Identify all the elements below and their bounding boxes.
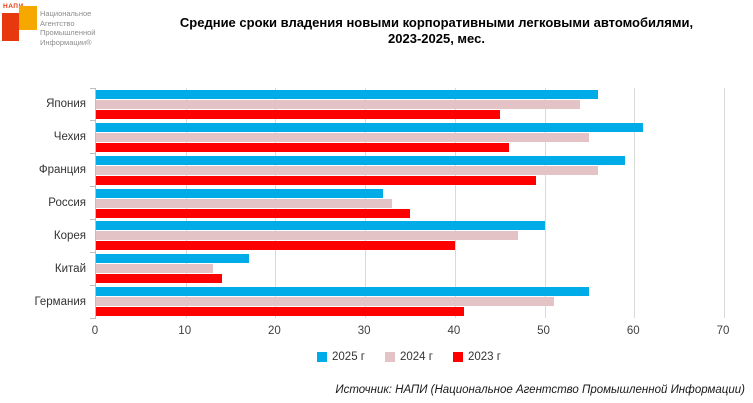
legend-swatch-icon bbox=[452, 352, 463, 362]
y-axis-label: Япония bbox=[46, 98, 86, 111]
legend-label: 2024 г bbox=[400, 351, 433, 363]
chart-title: Средние сроки владения новыми корпоратив… bbox=[130, 15, 743, 47]
logo-red-square-icon bbox=[2, 13, 19, 41]
y-axis-label: Чехия bbox=[53, 131, 86, 144]
bar bbox=[96, 287, 590, 297]
logo-text-line: Национальное bbox=[40, 9, 92, 18]
bar-rows bbox=[96, 88, 724, 318]
logo-text: Национальное Агентство Промышленной Инфо… bbox=[40, 9, 96, 47]
bar-chart: Япония Чехия Франция Россия Корея Китай Герман… bbox=[0, 87, 753, 363]
x-axis-tick-label: 30 bbox=[357, 325, 371, 337]
bar bbox=[96, 208, 410, 218]
y-axis-tick bbox=[90, 186, 96, 188]
grid-line bbox=[544, 88, 546, 318]
logo-orange-square-icon bbox=[19, 6, 37, 30]
bar bbox=[96, 155, 626, 165]
bar bbox=[96, 122, 644, 132]
x-axis-labels: 0 10 20 30 40 50 60 70 bbox=[91, 318, 730, 340]
y-axis-tick bbox=[90, 120, 96, 122]
bar bbox=[96, 99, 581, 109]
bar bbox=[96, 109, 500, 119]
bar bbox=[96, 254, 249, 264]
y-axis-label: Корея bbox=[53, 229, 86, 242]
legend: 2025 г 2024 г 2023 г bbox=[95, 351, 723, 363]
logo-text-line: Агентство bbox=[40, 18, 75, 28]
bar bbox=[96, 188, 384, 198]
bar-group bbox=[96, 285, 724, 318]
bar-group bbox=[96, 219, 724, 252]
legend-swatch-icon bbox=[317, 352, 328, 362]
logo-text-line: Информации® bbox=[40, 37, 92, 47]
chart-title-line1: Средние сроки владения новыми корпоратив… bbox=[179, 15, 694, 30]
legend-label: 2023 г bbox=[467, 351, 501, 363]
bar bbox=[96, 175, 536, 185]
x-axis-tick-label: 0 bbox=[91, 325, 99, 337]
bar bbox=[96, 274, 222, 284]
bar bbox=[96, 307, 464, 317]
x-axis-tick-label: 60 bbox=[626, 325, 640, 337]
bar bbox=[96, 142, 509, 152]
bar bbox=[96, 132, 590, 142]
y-axis-tick bbox=[90, 87, 96, 89]
napi-logo: НАПИ Национальное Агентство Промышленной… bbox=[2, 2, 152, 54]
bar-group bbox=[96, 187, 724, 220]
y-axis-tick bbox=[90, 284, 96, 286]
bar-group bbox=[96, 154, 724, 187]
x-axis-tick-label: 50 bbox=[537, 325, 550, 337]
grid-line bbox=[454, 88, 456, 318]
bar bbox=[96, 264, 213, 274]
bar-group bbox=[96, 252, 724, 285]
y-axis-tick bbox=[90, 153, 96, 155]
y-axis-tick bbox=[90, 317, 96, 319]
x-axis-tick-label: 40 bbox=[447, 325, 461, 337]
legend-item: 2024 г bbox=[385, 351, 433, 363]
y-axis-tick bbox=[90, 251, 96, 253]
y-axis-label: Китай bbox=[54, 262, 86, 275]
bar bbox=[96, 231, 518, 241]
chart-title-line2: 2023-2025, мес. bbox=[388, 31, 485, 46]
legend-item: 2023 г bbox=[452, 351, 501, 363]
bar bbox=[96, 297, 554, 307]
x-axis-tick-label: 10 bbox=[178, 325, 192, 337]
y-axis-tick bbox=[90, 218, 96, 220]
bar-group bbox=[96, 121, 724, 154]
y-axis-label: Франция bbox=[38, 164, 86, 177]
x-axis-tick-label: 70 bbox=[716, 325, 730, 337]
source-caption: Источник: НАПИ (Национальное Агентство П… bbox=[335, 384, 745, 396]
y-axis-label: Германия bbox=[34, 295, 86, 308]
y-axis-labels: Япония Чехия Франция Россия Корея Китай Герман… bbox=[0, 88, 95, 318]
legend-swatch-icon bbox=[385, 352, 395, 362]
bar bbox=[96, 165, 599, 175]
plot-area bbox=[90, 87, 725, 319]
x-axis-tick-label: 20 bbox=[268, 325, 281, 337]
legend-item: 2025 г bbox=[317, 351, 365, 363]
logo-text-line: Промышленной bbox=[40, 28, 96, 38]
bar bbox=[96, 198, 393, 208]
bar-group bbox=[96, 88, 724, 121]
y-axis-label: Россия bbox=[48, 197, 86, 209]
bar bbox=[96, 89, 599, 99]
grid-line bbox=[634, 88, 636, 318]
legend-label: 2025 г bbox=[332, 351, 365, 363]
logo-mini-text: НАПИ bbox=[3, 3, 24, 10]
bar bbox=[96, 241, 455, 251]
grid-line bbox=[724, 88, 725, 318]
bar bbox=[96, 221, 545, 231]
